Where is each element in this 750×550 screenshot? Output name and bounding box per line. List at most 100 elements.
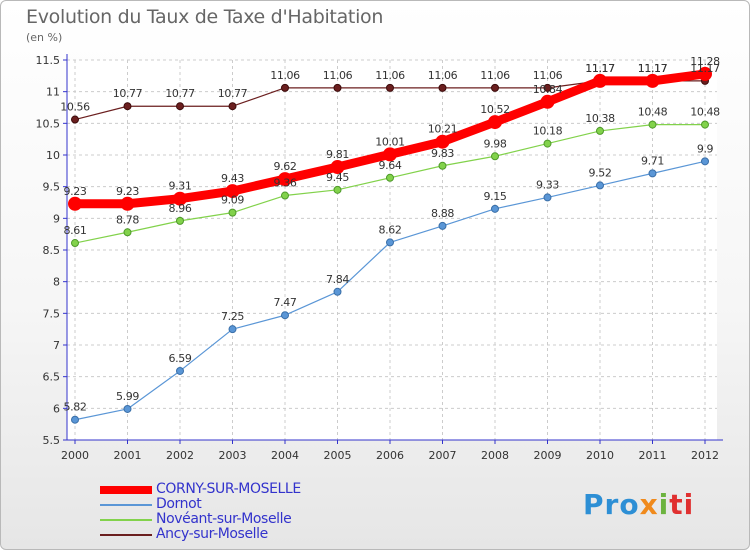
data-point	[648, 169, 657, 178]
x-tick-label: 2002	[166, 449, 194, 462]
data-label: 9.64	[379, 159, 402, 172]
data-point	[333, 287, 342, 296]
data-point	[225, 184, 240, 199]
data-point	[228, 208, 237, 217]
data-label: 7.25	[221, 310, 244, 323]
data-label: 9.43	[221, 172, 244, 185]
data-label: 8.88	[431, 207, 454, 220]
data-label: 10.52	[480, 103, 510, 116]
data-point	[228, 102, 237, 111]
proxiti-logo: Proxiti	[583, 488, 694, 521]
data-point	[386, 238, 394, 247]
y-tick-label: 11.5	[36, 54, 61, 67]
legend-label-ancy: Ancy-sur-Moselle	[156, 526, 268, 542]
y-tick-label: 7.5	[43, 307, 61, 320]
data-point	[491, 204, 499, 213]
legend-swatch-corny	[100, 486, 152, 494]
data-label: 9.45	[326, 171, 349, 184]
data-point	[71, 239, 79, 248]
data-point	[123, 228, 132, 237]
data-label: 9.9	[697, 142, 714, 155]
data-label: 7.47	[274, 296, 297, 309]
legend-swatch-dornot	[100, 504, 152, 506]
data-label: 11.17	[690, 62, 720, 75]
data-label: 10.56	[60, 101, 90, 114]
data-label: 9.23	[64, 185, 87, 198]
data-label: 8.96	[169, 202, 192, 215]
data-label: 9.71	[641, 154, 664, 167]
data-label: 8.61	[64, 224, 87, 237]
y-tick-label: 9	[53, 212, 60, 225]
data-label: 9.36	[274, 177, 297, 190]
x-tick-label: 2004	[271, 449, 299, 462]
data-point	[176, 102, 184, 111]
data-label: 7.84	[326, 273, 349, 286]
data-point	[543, 193, 552, 202]
x-tick-label: 2011	[639, 449, 667, 462]
x-tick-label: 2001	[114, 449, 142, 462]
data-point	[123, 102, 132, 111]
data-point	[701, 120, 709, 129]
data-point	[596, 126, 604, 135]
legend-label-corny: CORNY-SUR-MOSELLE	[156, 481, 301, 497]
data-label: 11.17	[585, 62, 615, 75]
data-point	[596, 181, 604, 190]
data-point	[645, 73, 660, 88]
data-point	[593, 73, 607, 88]
data-point	[540, 94, 555, 109]
data-label: 9.98	[484, 137, 507, 150]
data-point	[543, 139, 552, 148]
data-point	[281, 83, 289, 92]
legend-label-dornot: Dornot	[156, 496, 202, 512]
data-label: 11.17	[638, 62, 668, 75]
data-label: 11.06	[428, 69, 458, 82]
data-label: 8.62	[379, 223, 402, 236]
data-point	[176, 216, 184, 225]
data-label: 11.06	[270, 69, 300, 82]
data-point	[701, 157, 709, 166]
data-label: 10.77	[165, 87, 195, 100]
x-tick-label: 2009	[534, 449, 562, 462]
data-label: 10.77	[218, 87, 248, 100]
data-label: 11.06	[323, 69, 353, 82]
x-tick-label: 2010	[586, 449, 614, 462]
data-point	[281, 191, 289, 200]
data-point	[438, 161, 447, 170]
data-label: 9.81	[326, 148, 349, 161]
data-point	[698, 66, 712, 81]
y-tick-label: 10	[46, 149, 60, 162]
y-tick-label: 10.5	[36, 117, 61, 130]
data-label: 9.15	[484, 190, 507, 203]
data-label: 11.17	[585, 62, 615, 75]
data-label: 9.52	[589, 166, 612, 179]
legend-swatch-ancy	[100, 534, 152, 536]
y-tick-label: 5.5	[43, 434, 61, 447]
data-point	[281, 311, 289, 320]
data-label: 10.18	[533, 125, 563, 138]
data-point	[68, 196, 82, 211]
data-label: 9.33	[536, 178, 559, 191]
logo-part-4: ti	[669, 488, 695, 521]
data-point	[71, 115, 79, 124]
data-point	[333, 83, 342, 92]
data-label: 10.48	[638, 106, 668, 119]
legend-swatch-noveant	[100, 519, 152, 521]
data-point	[176, 366, 184, 375]
data-label: 9.23	[116, 185, 139, 198]
data-label: 10.84	[533, 83, 563, 96]
data-point	[435, 134, 450, 149]
y-tick-label: 9.5	[43, 181, 61, 194]
data-label: 11.06	[375, 69, 405, 82]
chart-subtitle: (en %)	[26, 31, 63, 44]
data-label: 9.83	[431, 147, 454, 160]
y-tick-label: 6.5	[43, 371, 61, 384]
logo-part-2: x	[639, 488, 659, 521]
data-point	[648, 120, 657, 129]
data-label: 6.59	[169, 352, 192, 365]
logo-part-3: i	[658, 488, 670, 521]
data-label: 10.01	[375, 135, 405, 148]
data-point	[491, 152, 499, 161]
data-point	[438, 83, 447, 92]
data-point	[438, 221, 447, 230]
